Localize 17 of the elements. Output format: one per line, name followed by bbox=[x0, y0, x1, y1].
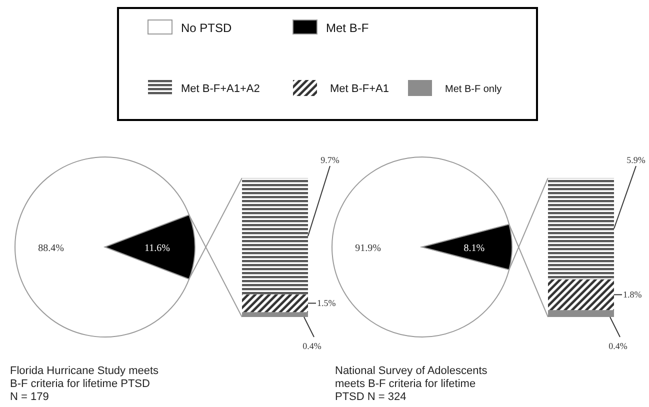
data-label: 1.5% bbox=[317, 298, 336, 308]
text: National Survey of Adolescents meets B-F criteria for lifetime PTSD N = 324 bbox=[335, 365, 488, 403]
data-label: 8.1% bbox=[464, 243, 485, 254]
data-label: 0.4% bbox=[608, 341, 628, 351]
data-label: 9.7% bbox=[320, 155, 340, 165]
data-label: 88.4% bbox=[38, 243, 64, 254]
legend-label: Met B-F+A1+A2 bbox=[181, 83, 260, 95]
data-label: 1.8% bbox=[623, 290, 642, 300]
text: Florida Hurricane Study meets B-F criteria for lifetime PTSD N = 179 bbox=[10, 365, 160, 403]
legend-label: Met B-F only bbox=[445, 84, 502, 95]
data-label: 91.9% bbox=[355, 243, 381, 254]
legend-label: Met B-F+A1 bbox=[330, 83, 389, 95]
legend-label: Met B-F bbox=[326, 21, 369, 35]
data-label: 11.6% bbox=[144, 243, 170, 254]
data-label: 5.9% bbox=[626, 155, 646, 165]
legend-label: No PTSD bbox=[181, 21, 232, 35]
data-label: 0.4% bbox=[302, 341, 322, 351]
